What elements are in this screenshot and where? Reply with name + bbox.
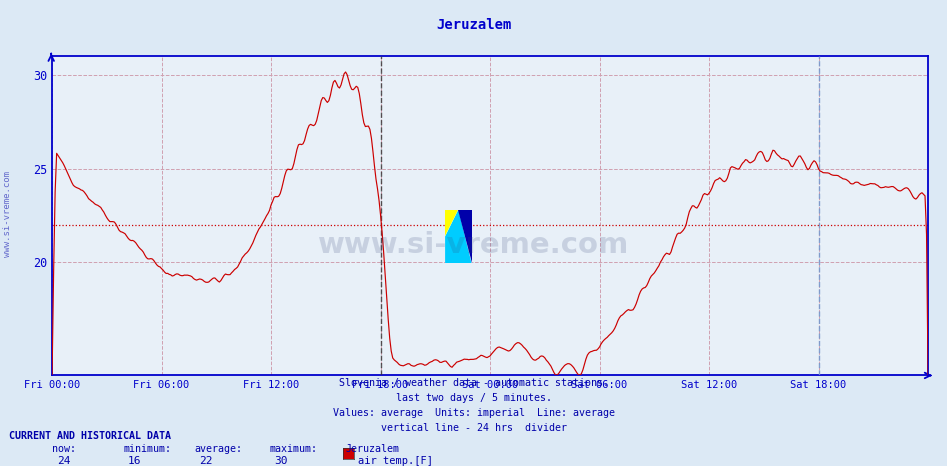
Polygon shape: [445, 210, 458, 237]
Text: vertical line - 24 hrs  divider: vertical line - 24 hrs divider: [381, 423, 566, 433]
Text: 16: 16: [128, 456, 141, 466]
Text: www.si-vreme.com: www.si-vreme.com: [3, 171, 12, 257]
Text: Jeruzalem: Jeruzalem: [346, 444, 400, 453]
Text: 30: 30: [275, 456, 288, 466]
Text: Values: average  Units: imperial  Line: average: Values: average Units: imperial Line: av…: [332, 408, 615, 418]
Text: now:: now:: [52, 444, 76, 453]
Polygon shape: [458, 210, 472, 263]
Text: average:: average:: [194, 444, 242, 453]
Text: minimum:: minimum:: [123, 444, 171, 453]
Text: last two days / 5 minutes.: last two days / 5 minutes.: [396, 393, 551, 403]
Text: Jeruzalem: Jeruzalem: [436, 18, 511, 32]
Text: maximum:: maximum:: [270, 444, 318, 453]
Text: Slovenia / weather data - automatic stations.: Slovenia / weather data - automatic stat…: [338, 378, 609, 388]
Text: air temp.[F]: air temp.[F]: [358, 456, 433, 466]
Text: www.si-vreme.com: www.si-vreme.com: [318, 231, 629, 259]
Text: 22: 22: [199, 456, 212, 466]
Text: 24: 24: [57, 456, 70, 466]
Text: CURRENT AND HISTORICAL DATA: CURRENT AND HISTORICAL DATA: [9, 431, 171, 441]
Polygon shape: [445, 210, 472, 263]
